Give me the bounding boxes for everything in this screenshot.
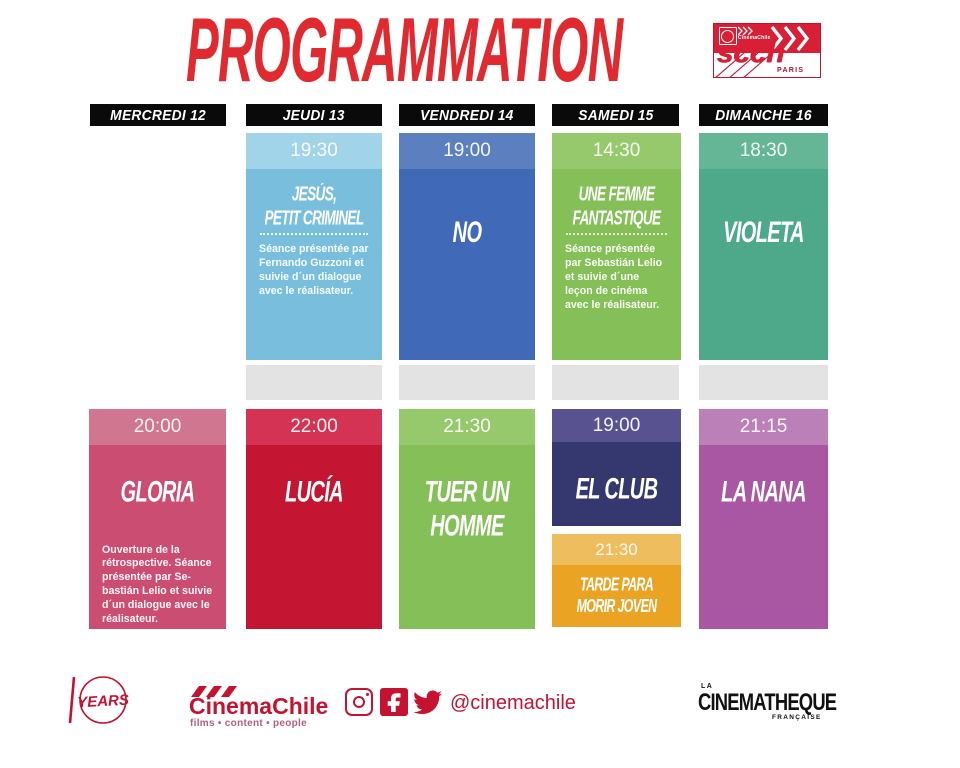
svg-text:YEARS: YEARS xyxy=(77,692,130,712)
